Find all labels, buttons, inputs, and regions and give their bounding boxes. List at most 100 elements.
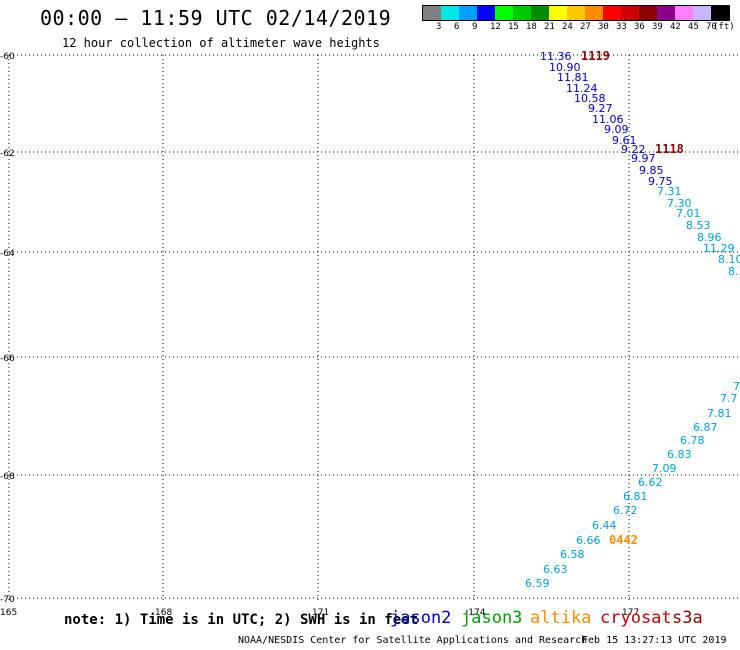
color-scale-label: 33 — [616, 22, 627, 32]
pass-time-labels: 1119 1118 0442 — [581, 49, 684, 547]
color-scale-label: 6 — [454, 22, 460, 32]
longitude-label: 177 — [622, 608, 639, 618]
legend-jason3: jason3 — [461, 608, 523, 628]
wave-height-value: 11.06 — [592, 113, 624, 126]
wave-height-value: 9.85 — [639, 164, 664, 177]
wave-height-value: 6.58 — [560, 548, 585, 561]
wave-height-value: 6.66 — [576, 534, 601, 547]
color-swatch — [567, 6, 585, 20]
wave-height-value: 6.63 — [543, 563, 568, 576]
longitude-label: -174 — [465, 608, 486, 618]
page-title: 00:00 – 11:59 UTC 02/14/2019 — [40, 6, 392, 30]
wave-height-value: 8.10 — [718, 253, 740, 266]
color-swatch — [711, 6, 729, 20]
pass-time-label: 1119 — [581, 49, 610, 63]
color-scale-label: 15 — [508, 22, 519, 32]
color-swatch — [549, 6, 567, 20]
wave-height-value: 11.29 — [703, 242, 735, 255]
color-swatch — [675, 6, 693, 20]
wave-height-track: 11.3610.9011.8111.2410.589.2711.069.099.… — [525, 50, 740, 590]
wave-height-value: 7.7 — [720, 392, 738, 405]
wave-height-value: 6.87 — [693, 421, 718, 434]
color-swatch — [441, 6, 459, 20]
footer-timestamp: Feb 15 13:27:13 UTC 2019 — [582, 635, 727, 646]
color-scale-label: 27 — [580, 22, 591, 32]
wave-height-value: 6.59 — [525, 577, 550, 590]
wave-height-value: 8.96 — [697, 231, 722, 244]
color-scale-labels: 3 6 9 12 15 18 21 24 27 30 33 36 39 42 45 70 (ft) — [422, 22, 740, 34]
color-scale-label: 30 — [598, 22, 609, 32]
color-swatch — [531, 6, 549, 20]
wave-height-value: 8.3 — [728, 265, 740, 278]
map-grid — [8, 54, 740, 600]
wave-height-value: 11.81 — [557, 71, 589, 84]
legend-altika: altika — [530, 608, 592, 628]
page-subtitle: 12 hour collection of altimeter wave hei… — [62, 36, 380, 50]
color-scale-label: 18 — [526, 22, 537, 32]
wave-height-value: 6.72 — [613, 504, 638, 517]
wave-height-value: 6.78 — [680, 434, 705, 447]
color-swatch — [639, 6, 657, 20]
longitude-label: 171 — [312, 608, 329, 618]
color-swatch — [477, 6, 495, 20]
wave-height-value: 9.22 — [621, 143, 646, 156]
wave-height-value: 6.83 — [667, 448, 692, 461]
axis-labels: -60 -62 -64 -66 -68 -70 165 168 171 -174 177 — [0, 52, 639, 618]
wave-height-value: 11.36 — [540, 50, 572, 63]
legend-s3a: s3a — [672, 608, 703, 628]
wave-height-value: 7 — [733, 380, 740, 393]
color-scale-label: 45 — [688, 22, 699, 32]
color-scale-label: 42 — [670, 22, 681, 32]
color-scale-label: 24 — [562, 22, 573, 32]
wave-height-value: 8.53 — [686, 219, 711, 232]
color-swatch — [459, 6, 477, 20]
footer-credit: NOAA/NESDIS Center for Satellite Applica… — [238, 635, 588, 646]
color-swatch — [513, 6, 531, 20]
color-scale-label: (ft) — [713, 22, 735, 32]
wave-height-value: 7.81 — [707, 407, 732, 420]
wave-height-value: 10.90 — [549, 61, 581, 74]
wave-height-value: 9.27 — [588, 102, 613, 115]
wave-height-value: 9.97 — [631, 152, 656, 165]
color-swatch — [657, 6, 675, 20]
color-scale-label: 36 — [634, 22, 645, 32]
color-swatch — [585, 6, 603, 20]
color-scale-label: 3 — [436, 22, 442, 32]
wave-height-value: 10.58 — [574, 92, 606, 105]
wave-height-value: 7.30 — [667, 197, 692, 210]
wave-height-value: 7.09 — [652, 462, 677, 475]
color-swatch — [423, 6, 441, 20]
pass-time-label: 1118 — [655, 142, 684, 156]
wave-height-value: 9.75 — [648, 175, 673, 188]
color-swatch — [621, 6, 639, 20]
color-swatch — [693, 6, 711, 20]
wave-height-color-scale — [422, 5, 730, 21]
wave-height-value: 6.44 — [592, 519, 617, 532]
legend-cryosat: cryosat — [600, 608, 672, 628]
wave-height-value: 6.62 — [638, 476, 663, 489]
wave-height-value: 7.31 — [657, 185, 682, 198]
longitude-label: 165 — [0, 608, 17, 618]
wave-height-value: 11.24 — [566, 82, 598, 95]
latitude-label: -60 — [0, 52, 15, 62]
latitude-label: -70 — [0, 595, 15, 605]
color-swatch — [603, 6, 621, 20]
longitude-label: 168 — [155, 608, 172, 618]
color-scale-label: 9 — [472, 22, 478, 32]
wave-height-value: 7.01 — [676, 207, 701, 220]
wave-height-value: 9.09 — [604, 123, 629, 136]
color-scale-label: 70 — [706, 22, 717, 32]
latitude-label: -62 — [0, 149, 15, 159]
wave-height-value: 6.81 — [623, 490, 648, 503]
color-scale-label: 21 — [544, 22, 555, 32]
legend-jason2: jason2 — [390, 608, 452, 628]
wave-height-value: 9.61 — [612, 134, 637, 147]
pass-time-label: 0442 — [609, 533, 638, 547]
color-scale-label: 12 — [490, 22, 501, 32]
latitude-label: -64 — [0, 249, 15, 259]
color-swatch — [495, 6, 513, 20]
units-note: note: 1) Time is in UTC; 2) SWH is in fe… — [64, 612, 419, 628]
color-scale-label: 39 — [652, 22, 663, 32]
latitude-label: -66 — [0, 354, 15, 364]
